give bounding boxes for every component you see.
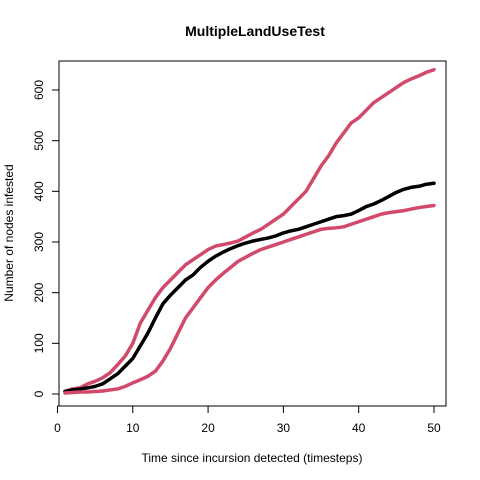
series-layer [63, 67, 436, 395]
x-tick-label: 50 [427, 421, 441, 435]
x-tick-label: 10 [126, 421, 140, 435]
y-tick-label: 500 [32, 130, 46, 150]
y-tick-label: 600 [32, 80, 46, 100]
y-tick-label: 0 [32, 390, 46, 397]
chart-title: MultipleLandUseTest [185, 23, 325, 39]
series-line-upper [63, 67, 436, 394]
x-tick-label: 30 [277, 421, 291, 435]
series-line-lower [63, 203, 436, 395]
series-line-median [63, 181, 436, 394]
y-tick-label: 100 [32, 333, 46, 353]
y-tick-label: 200 [32, 282, 46, 302]
x-tick-label: 40 [352, 421, 366, 435]
y-tick-label: 300 [32, 232, 46, 252]
y-tick-label: 400 [32, 181, 46, 201]
x-tick-label: 0 [54, 421, 61, 435]
y-axis: 0 100 200 300 400 500 600 [32, 80, 60, 397]
x-axis-label: Time since incursion detected (timesteps… [142, 451, 363, 465]
x-axis: 0 10 20 30 40 50 [54, 405, 441, 435]
x-tick-label: 20 [201, 421, 215, 435]
y-axis-label: Number of nodes infested [2, 164, 16, 301]
